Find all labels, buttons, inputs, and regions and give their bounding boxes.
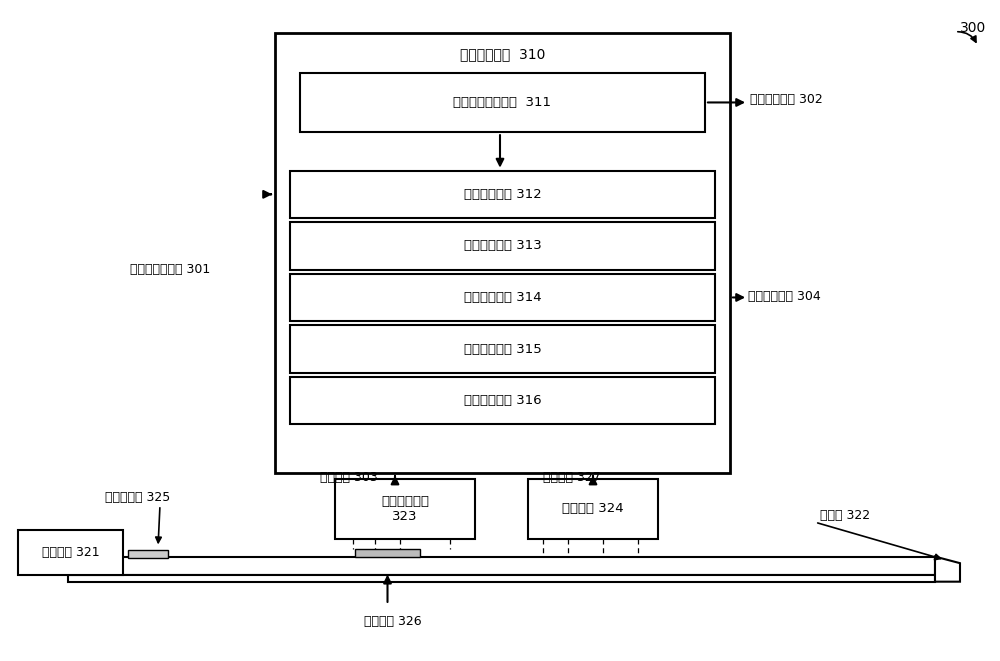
Bar bbox=[18, 530, 123, 575]
Text: 设计关联系统 313: 设计关联系统 313 bbox=[464, 239, 541, 253]
Bar bbox=[68, 575, 935, 582]
Text: 焊膏印刷设备
323: 焊膏印刷设备 323 bbox=[381, 495, 429, 523]
Text: 印刷电路板设计 301: 印刷电路板设计 301 bbox=[130, 262, 210, 276]
Bar bbox=[290, 377, 715, 424]
Bar bbox=[128, 550, 168, 558]
Text: 焊料模板设计 302: 焊料模板设计 302 bbox=[750, 93, 823, 106]
Bar bbox=[355, 549, 420, 557]
Polygon shape bbox=[935, 557, 960, 582]
Text: 转印效率系统 315: 转印效率系统 315 bbox=[464, 342, 541, 356]
Bar bbox=[300, 73, 705, 132]
FancyArrowPatch shape bbox=[958, 32, 976, 42]
Text: 印刷分析系统 312: 印刷分析系统 312 bbox=[464, 188, 541, 201]
Text: 印刷参数 303: 印刷参数 303 bbox=[320, 471, 378, 484]
Bar bbox=[335, 479, 475, 539]
Text: 检查设备 324: 检查设备 324 bbox=[562, 502, 624, 516]
Text: 输送机 322: 输送机 322 bbox=[820, 509, 870, 522]
Text: 印刷性能展示 304: 印刷性能展示 304 bbox=[748, 290, 821, 303]
Text: 焊膏模板 326: 焊膏模板 326 bbox=[364, 615, 422, 628]
Text: 印刷预期系统 314: 印刷预期系统 314 bbox=[464, 291, 541, 304]
Bar bbox=[290, 171, 715, 218]
Bar bbox=[68, 557, 935, 575]
Bar bbox=[528, 479, 658, 539]
Text: 印刷电路板 325: 印刷电路板 325 bbox=[105, 490, 170, 504]
Text: 锁送机构 321: 锁送机构 321 bbox=[42, 546, 99, 559]
Bar bbox=[290, 325, 715, 373]
Text: 300: 300 bbox=[960, 21, 986, 35]
Text: 检查报告 327: 检查报告 327 bbox=[543, 471, 601, 484]
Bar bbox=[290, 222, 715, 270]
Bar bbox=[275, 33, 730, 473]
Text: 焊料模板设计系统  311: 焊料模板设计系统 311 bbox=[453, 96, 552, 109]
Bar bbox=[290, 274, 715, 321]
Text: 性能调整系统 316: 性能调整系统 316 bbox=[464, 394, 541, 407]
Text: 焊料模板系统  310: 焊料模板系统 310 bbox=[460, 48, 545, 61]
